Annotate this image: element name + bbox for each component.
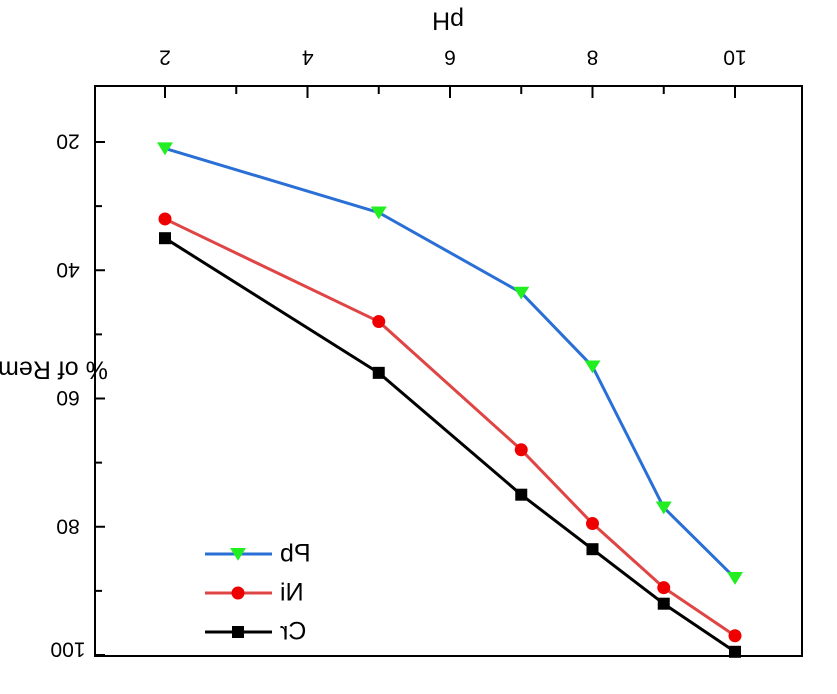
legend-item-cr: Cr <box>205 618 306 646</box>
series-line <box>164 146 737 580</box>
x-tick-label: 8 <box>587 46 599 69</box>
data-point <box>514 443 528 457</box>
legend-marker <box>232 626 244 638</box>
series-pb <box>157 142 743 585</box>
data-point <box>655 501 672 515</box>
legend-label: Ni <box>280 579 304 607</box>
series-cr <box>159 232 741 658</box>
legend-item-pb: Pb <box>205 540 311 568</box>
plot-frame <box>94 85 803 657</box>
legend-marker <box>231 586 245 600</box>
data-point <box>513 286 530 300</box>
data-point <box>657 581 671 595</box>
legend-item-ni: Ni <box>205 579 304 607</box>
legend-label: Pb <box>280 540 311 568</box>
data-point <box>729 645 741 658</box>
data-point <box>370 206 387 220</box>
legend-label: Cr <box>280 618 306 646</box>
x-tick-label: 4 <box>302 46 314 69</box>
series-line <box>164 236 736 654</box>
data-point <box>372 366 385 379</box>
axis-ticks <box>95 86 736 656</box>
data-point <box>584 360 601 374</box>
y-tick-label: 60 <box>56 386 79 409</box>
data-point <box>728 629 742 643</box>
x-tick-label: 10 <box>723 46 746 69</box>
y-tick-label: 100 <box>50 638 85 661</box>
data-point <box>586 517 599 531</box>
x-tick-label: 6 <box>444 46 456 69</box>
series-ni <box>158 212 742 643</box>
y-tick-label: 80 <box>56 514 79 537</box>
y-tick-label: 40 <box>56 258 79 281</box>
data-point <box>657 597 670 610</box>
data-point <box>159 232 171 245</box>
tick-labels: 2 4 6 8 10 20 40 60 80 100 <box>50 46 746 661</box>
data-series <box>157 142 743 658</box>
x-tick-label: 2 <box>159 46 171 69</box>
y-axis-title: % of Removal <box>0 356 108 384</box>
legend: Pb Ni Cr <box>205 540 311 646</box>
data-point <box>586 543 599 556</box>
data-point <box>158 212 172 226</box>
series-line <box>164 217 736 638</box>
data-point <box>157 142 173 156</box>
data-point <box>515 488 528 501</box>
data-point <box>372 315 386 329</box>
y-tick-label: 20 <box>56 130 79 153</box>
data-point <box>727 572 743 585</box>
legend-marker <box>230 548 246 561</box>
x-axis-title: pH <box>432 7 464 35</box>
